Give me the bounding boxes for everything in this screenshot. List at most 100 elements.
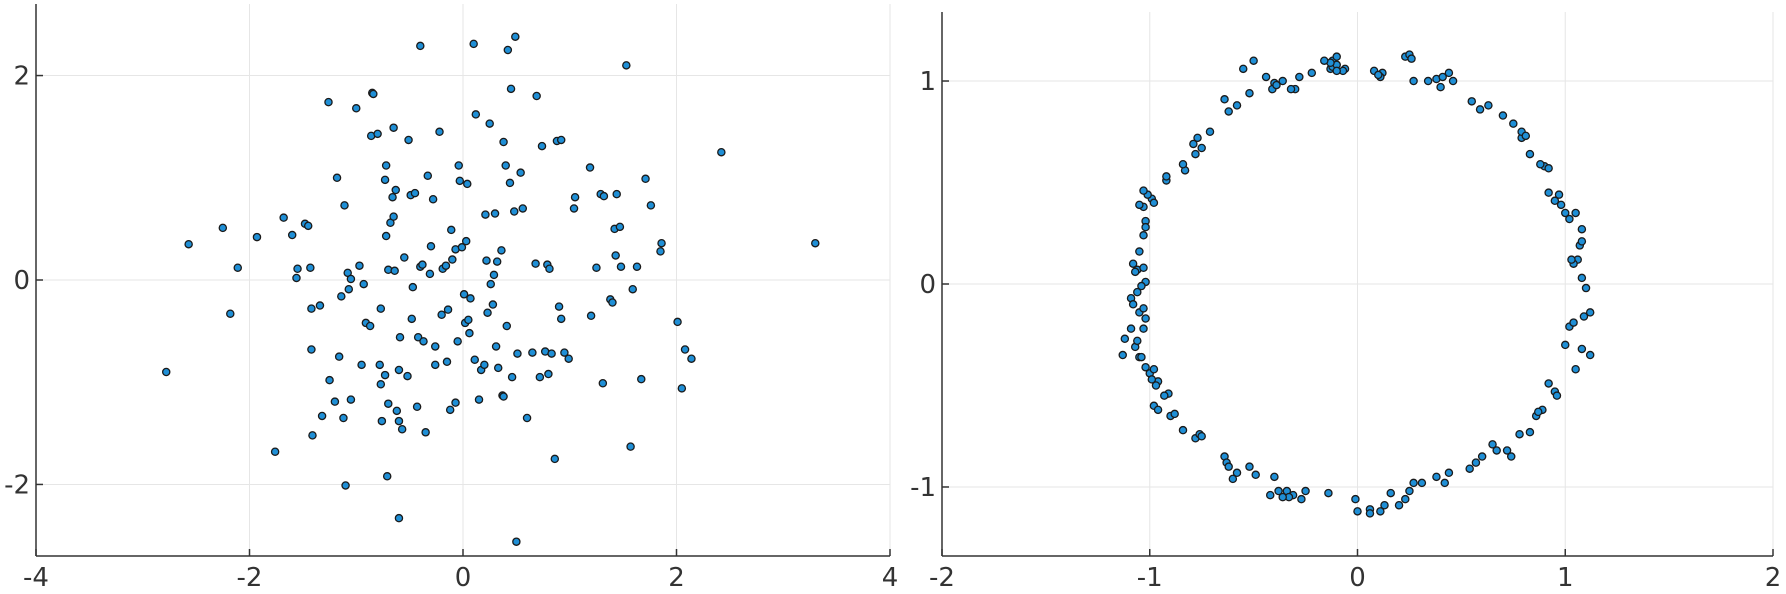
left-data-point — [373, 129, 382, 139]
left-data-point — [506, 84, 516, 94]
left-data-point — [622, 61, 631, 70]
right-data-point — [1193, 133, 1202, 143]
right-data-point — [1224, 107, 1233, 116]
right-data-point — [1448, 76, 1458, 86]
right-data-point — [1139, 186, 1148, 195]
left-data-point — [677, 384, 687, 393]
left-data-point — [226, 309, 235, 318]
left-data-point — [381, 161, 391, 170]
left-data-point — [569, 204, 579, 213]
right-data-point — [1261, 72, 1271, 82]
left-data-point — [545, 264, 554, 274]
left-y-tick-label-1: 0 — [13, 266, 30, 296]
left-data-point — [410, 188, 420, 198]
left-data-point — [375, 360, 384, 370]
left-data-point — [656, 247, 665, 256]
right-data-point — [1153, 405, 1163, 415]
left-data-point — [382, 472, 392, 481]
left-data-point — [325, 375, 334, 385]
right-data-point — [1197, 431, 1206, 441]
right-y-tick-label-2: 1 — [919, 67, 936, 97]
left-data-point — [395, 332, 405, 342]
left-data-point — [384, 399, 393, 408]
left-data-point — [592, 263, 601, 272]
left-data-point — [657, 238, 666, 248]
left-data-point — [459, 290, 469, 299]
left-data-point — [443, 305, 453, 314]
left-data-point — [470, 355, 479, 364]
left-data-point — [453, 337, 462, 346]
left-x-tick-label-1: -2 — [237, 563, 263, 593]
left-data-point — [463, 179, 472, 189]
left-data-point — [340, 201, 349, 210]
right-data-point — [1324, 488, 1333, 498]
left-data-point — [355, 261, 364, 270]
right-data-point — [1272, 80, 1281, 90]
left-data-point — [556, 135, 566, 145]
right-data-point — [1220, 95, 1229, 104]
left-data-point — [380, 370, 390, 380]
left-data-point — [480, 360, 489, 370]
right-data-point — [1579, 312, 1589, 321]
right-data-point — [1577, 273, 1587, 283]
left-data-point — [394, 365, 404, 375]
right-data-point — [1137, 352, 1146, 362]
left-data-point — [501, 161, 510, 170]
left-data-point — [344, 284, 354, 294]
left-data-point — [391, 185, 400, 195]
left-data-point — [307, 304, 316, 313]
left-data-point — [292, 273, 301, 283]
left-data-point — [811, 238, 820, 248]
left-data-point — [445, 405, 455, 415]
right-data-point — [1170, 409, 1179, 419]
left-data-point — [680, 345, 690, 354]
left-data-point — [512, 537, 521, 546]
left-data-point — [483, 308, 492, 317]
right-data-point — [1224, 462, 1233, 471]
right-data-point — [1178, 425, 1188, 435]
left-data-point — [615, 222, 625, 232]
right-data-point — [1139, 324, 1148, 333]
left-data-point — [687, 354, 696, 363]
right-data-point — [1332, 52, 1341, 61]
left-data-point — [632, 262, 642, 271]
left-data-point — [380, 175, 390, 185]
right-data-point — [1205, 127, 1215, 137]
right-data-point — [1585, 350, 1595, 360]
right-data-point — [1353, 507, 1362, 516]
right-data-point — [1556, 200, 1566, 210]
right-data-point — [1365, 509, 1375, 518]
left-data-point — [509, 207, 519, 216]
left-data-point — [457, 243, 467, 252]
left-data-point — [287, 230, 297, 240]
right-data-point — [1407, 54, 1416, 63]
left-data-point — [491, 342, 501, 351]
right-data-point — [1502, 446, 1512, 455]
right-x-tick-label-1: -1 — [1137, 563, 1163, 593]
right-data-point — [1162, 172, 1171, 181]
right-data-point — [1525, 427, 1535, 437]
left-data-point — [488, 300, 498, 309]
right-data-point — [1232, 468, 1242, 478]
left-data-point — [359, 279, 368, 289]
left-data-point — [332, 173, 342, 183]
right-data-point — [1332, 66, 1341, 76]
right-data-point — [1141, 362, 1150, 372]
left-data-point — [337, 292, 346, 301]
left-data-point — [611, 251, 620, 260]
left-x-tick-label-3: 2 — [668, 563, 685, 593]
right-data-point — [1438, 72, 1447, 82]
right-data-point — [1270, 472, 1279, 482]
left-data-point — [334, 352, 344, 361]
right-data-point — [1509, 119, 1518, 128]
right-data-point — [1137, 281, 1146, 291]
right-data-point — [1544, 379, 1553, 388]
left-data-point — [492, 257, 502, 266]
right-data-point — [1465, 464, 1474, 473]
right-data-point — [1565, 214, 1574, 224]
left-data-point — [435, 127, 444, 137]
right-data-point — [1544, 164, 1553, 173]
right-data-point — [1320, 56, 1329, 65]
right-data-point — [1249, 56, 1258, 65]
left-data-point — [441, 261, 451, 270]
